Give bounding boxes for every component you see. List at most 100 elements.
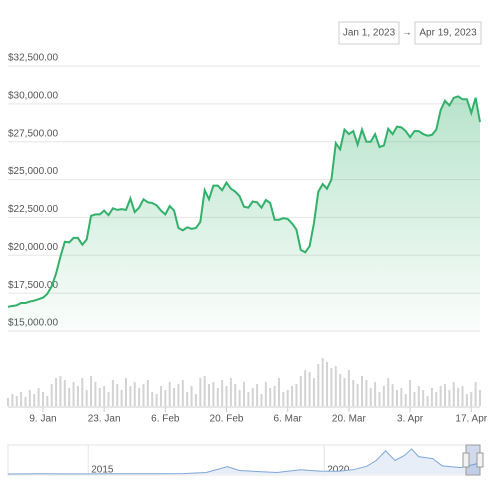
volume-bar xyxy=(68,388,71,406)
volume-bar xyxy=(85,390,88,406)
x-tick-label: 20. Mar xyxy=(332,414,367,425)
volume-bar xyxy=(256,384,259,406)
y-tick-label: $20,000.00 xyxy=(8,242,58,253)
volume-bar xyxy=(291,386,294,406)
volume-bar xyxy=(33,394,36,406)
volume-bar xyxy=(444,384,447,406)
volume-bar xyxy=(277,378,280,406)
volume-bar xyxy=(90,376,93,406)
x-tick-label: 23. Jan xyxy=(88,414,121,425)
volume-bar xyxy=(186,392,189,406)
volume-bar xyxy=(339,374,342,406)
volume-bar xyxy=(321,358,324,406)
volume-bar xyxy=(107,392,110,406)
y-tick-label: $17,500.00 xyxy=(8,280,58,291)
volume-bar xyxy=(225,386,228,406)
date-to-input[interactable] xyxy=(414,21,482,45)
volume-bar xyxy=(391,384,394,406)
y-tick-label: $32,500.00 xyxy=(8,53,58,64)
date-to[interactable]: Apr 19, 2023 xyxy=(419,28,477,39)
volume-bar xyxy=(312,378,315,406)
volume-bar xyxy=(282,392,285,406)
range-arrow: → xyxy=(402,28,412,39)
volume-bar xyxy=(382,386,385,406)
volume-bar xyxy=(264,382,267,406)
volume-bar xyxy=(374,382,377,406)
volume-bar xyxy=(164,390,167,406)
volume-bar xyxy=(470,392,473,406)
volume-bar xyxy=(461,386,464,406)
price-line xyxy=(7,95,481,308)
navigator-area xyxy=(8,448,480,474)
volume-bar xyxy=(142,384,145,406)
volume-bar xyxy=(129,386,132,406)
volume-bar xyxy=(404,394,407,406)
volume-bar xyxy=(59,376,62,406)
navigator-line xyxy=(7,448,481,475)
volume-bar xyxy=(361,376,363,406)
volume-bar xyxy=(203,376,206,406)
volume-bar xyxy=(120,390,123,406)
volume-bar xyxy=(326,362,329,406)
volume-bar xyxy=(11,394,14,406)
volume-bar xyxy=(194,394,197,406)
volume-bar xyxy=(15,396,18,406)
volume-bar xyxy=(299,376,302,406)
volume-bar xyxy=(422,390,425,406)
volume-bar xyxy=(190,386,193,406)
volume-bar xyxy=(273,386,276,406)
area-fill xyxy=(8,96,480,331)
volume-bar xyxy=(94,382,97,406)
volume-bar xyxy=(168,382,171,406)
x-tick-label: 20. Feb xyxy=(210,414,244,425)
volume-bar xyxy=(439,386,442,406)
volume-bar xyxy=(181,380,184,406)
volume-bar xyxy=(356,384,359,406)
volume-bar xyxy=(243,382,245,406)
volume-bar xyxy=(269,388,272,406)
volume-bar xyxy=(146,380,149,406)
y-tick-label: $25,000.00 xyxy=(8,166,58,177)
volume-bar xyxy=(452,382,455,406)
date-from-input[interactable] xyxy=(338,21,400,45)
volume-bar xyxy=(334,366,337,406)
volume-bar xyxy=(125,378,127,406)
volume-bar xyxy=(295,384,298,406)
x-tick-label: 9. Jan xyxy=(29,414,56,425)
volume-bar xyxy=(417,386,420,406)
volume-bar xyxy=(317,364,320,406)
navigator-handle[interactable] xyxy=(476,452,484,468)
volume-bar xyxy=(98,388,101,406)
date-from[interactable]: Jan 1, 2023 xyxy=(343,28,396,39)
volume-bar xyxy=(457,388,460,406)
y-tick-label: $27,500.00 xyxy=(8,128,58,139)
volume-bar xyxy=(229,378,232,406)
volume-bar xyxy=(155,394,158,406)
volume-bar xyxy=(55,378,58,406)
volume-bar xyxy=(234,384,237,406)
volume-bar xyxy=(173,388,176,406)
navigator-handle[interactable] xyxy=(462,452,470,468)
volume-bar xyxy=(395,390,398,406)
x-tick-label: 3. Apr xyxy=(397,414,424,425)
volume-bar xyxy=(37,388,40,406)
volume-bar xyxy=(304,370,307,406)
volume-bar xyxy=(76,386,79,406)
volume-bar xyxy=(221,380,224,406)
volume-bar xyxy=(251,388,254,406)
volume-bar xyxy=(387,378,390,406)
volume-bar xyxy=(365,380,368,406)
volume-bar xyxy=(347,370,350,406)
volume-bar xyxy=(151,392,154,406)
volume-bar xyxy=(28,390,31,406)
volume-bar xyxy=(413,392,416,406)
volume-bar xyxy=(138,388,141,406)
volume-bar xyxy=(378,392,381,406)
volume-bar xyxy=(159,386,162,406)
volume-bar xyxy=(208,384,211,406)
volume-bar xyxy=(177,384,180,406)
volume-bar xyxy=(238,390,241,406)
x-tick-label: 17. Apr xyxy=(455,414,487,425)
volume-bar xyxy=(133,382,136,406)
